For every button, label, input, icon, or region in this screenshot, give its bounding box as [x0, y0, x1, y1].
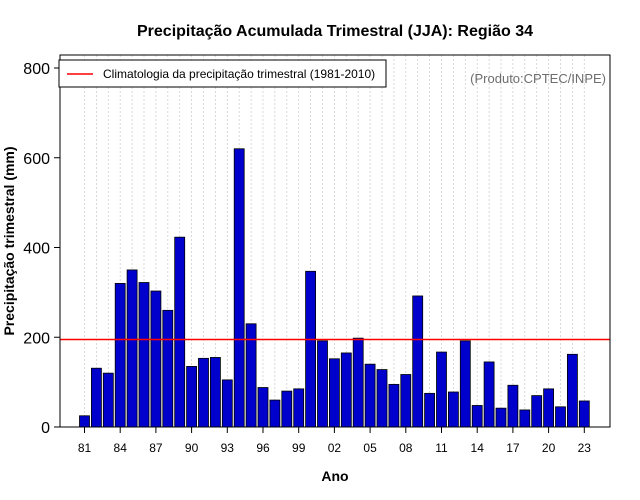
bar-1981 — [79, 415, 90, 428]
bar-2011 — [436, 351, 447, 428]
x-tick-label: 20 — [542, 441, 556, 455]
legend: Climatologia da precipitação trimestral … — [58, 59, 387, 88]
bar-2013 — [459, 340, 471, 428]
chart-title: Precipitação Acumulada Trimestral (JJA):… — [137, 23, 533, 40]
bar-1986 — [138, 282, 150, 428]
bar-1992 — [209, 357, 221, 428]
x-tick-label: 17 — [506, 441, 520, 455]
y-tick-label: 200 — [23, 330, 50, 347]
bar-1990 — [186, 366, 198, 428]
bar-2000 — [305, 270, 317, 428]
x-tick-label: 02 — [328, 441, 342, 455]
bar-2017 — [507, 384, 519, 428]
bar-1996 — [257, 387, 269, 428]
bar-2006 — [376, 369, 388, 428]
x-tick-label: 93 — [221, 441, 235, 455]
bar-2001 — [317, 340, 328, 428]
x-tick-label: 14 — [471, 441, 485, 455]
bar-2015 — [483, 361, 495, 428]
legend-label: Climatologia da precipitação trimestral … — [103, 67, 375, 81]
x-axis: 81 84 87 90 93 96 99 02 05 08 11 14 17 20 23 — [78, 427, 591, 455]
bar-1993 — [221, 379, 233, 428]
bar-2008 — [400, 374, 412, 428]
bar-1994 — [233, 148, 245, 428]
bar-1998 — [281, 390, 293, 428]
x-tick-label: 11 — [435, 441, 448, 455]
bar-1983 — [102, 372, 114, 428]
bar-1987 — [150, 290, 162, 428]
bar-1985 — [126, 269, 138, 428]
bar-1989 — [174, 236, 186, 428]
bar-2014 — [471, 405, 483, 428]
bar-2005 — [364, 363, 376, 428]
x-tick-label: 90 — [185, 441, 199, 455]
x-tick-label: 96 — [256, 441, 270, 455]
bar-2019 — [531, 395, 543, 428]
y-tick-label: 800 — [23, 61, 50, 78]
y-tick-label: 0 — [41, 420, 50, 437]
x-tick-label: 05 — [363, 441, 377, 455]
bar-2016 — [495, 407, 507, 428]
bar-2023 — [578, 400, 590, 428]
legend-box — [58, 59, 387, 88]
x-tick-label: 84 — [114, 441, 128, 455]
bar-1999 — [293, 388, 305, 428]
bar-1982 — [91, 367, 102, 428]
y-tick-label: 400 — [23, 241, 50, 258]
bar-2020 — [543, 388, 554, 428]
bar-2002 — [328, 358, 340, 428]
x-tick-label: 99 — [292, 441, 306, 455]
y-axis: 0 200 400 600 800 — [23, 61, 60, 437]
bar-2010 — [424, 392, 436, 428]
bar-1997 — [269, 399, 281, 428]
bar-2012 — [447, 391, 459, 428]
y-axis-label: Precipitação trimestral (mm) — [1, 146, 17, 335]
plot-frame — [59, 54, 611, 428]
bar-1984 — [114, 282, 126, 428]
bars-group — [79, 148, 590, 428]
bar-2004 — [352, 337, 364, 428]
bar-2018 — [519, 409, 531, 428]
bar-2022 — [567, 353, 578, 428]
bar-2003 — [340, 352, 352, 428]
credit-text: (Produto:CPTEC/INPE) — [470, 71, 606, 86]
bar-2009 — [412, 295, 424, 428]
bar-2021 — [555, 406, 566, 428]
x-tick-label: 87 — [149, 441, 163, 455]
x-axis-label: Ano — [321, 468, 348, 484]
bar-2007 — [388, 383, 400, 428]
x-tick-label: 23 — [578, 441, 592, 455]
x-tick-label: 81 — [78, 441, 92, 455]
x-tick-label: 08 — [399, 441, 413, 455]
bar-1988 — [162, 309, 174, 428]
y-tick-label: 600 — [23, 151, 50, 168]
bar-1991 — [198, 357, 209, 428]
